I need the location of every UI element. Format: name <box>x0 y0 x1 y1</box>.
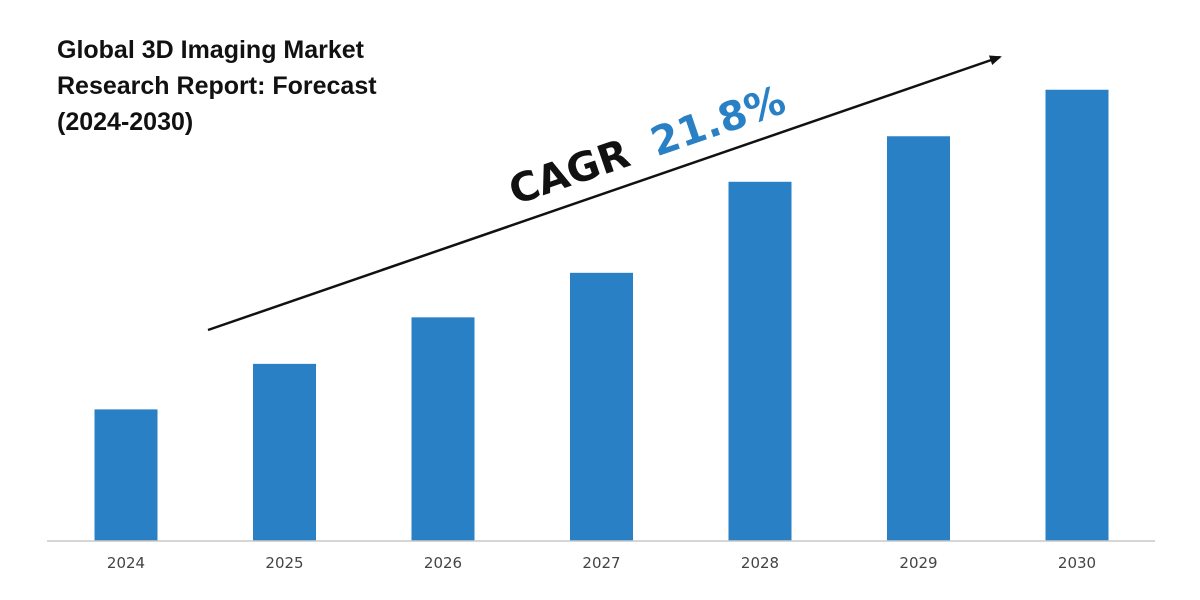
chart-title-line-1: Global 3D Imaging Market <box>57 36 365 64</box>
bar-2028 <box>728 181 792 541</box>
chart-title-line-3: (2024-2030) <box>57 108 193 136</box>
x-tick-label-2029: 2029 <box>899 554 937 572</box>
x-tick-label-2025: 2025 <box>265 554 303 572</box>
chart-title-line-2: Research Report: Forecast <box>57 72 377 100</box>
bar-2025 <box>253 363 316 541</box>
bar-2024 <box>94 409 158 541</box>
x-tick-labels: 2024 2025 2026 2027 2028 2029 2030 <box>107 554 1096 572</box>
cagr-label: CAGR <box>503 131 635 215</box>
x-tick-label-2028: 2028 <box>741 554 779 572</box>
x-tick-label-2030: 2030 <box>1058 554 1096 572</box>
x-tick-label-2026: 2026 <box>424 554 462 572</box>
bar-2029 <box>887 136 950 541</box>
bars-group <box>94 89 1109 541</box>
x-tick-label-2027: 2027 <box>582 554 620 572</box>
x-tick-label-2024: 2024 <box>107 554 145 572</box>
bar-2030 <box>1045 89 1109 541</box>
bar-2026 <box>411 317 475 541</box>
cagr-value: 21.8% <box>645 77 791 165</box>
bar-2027 <box>570 272 633 541</box>
trend-arrow <box>207 55 1002 332</box>
